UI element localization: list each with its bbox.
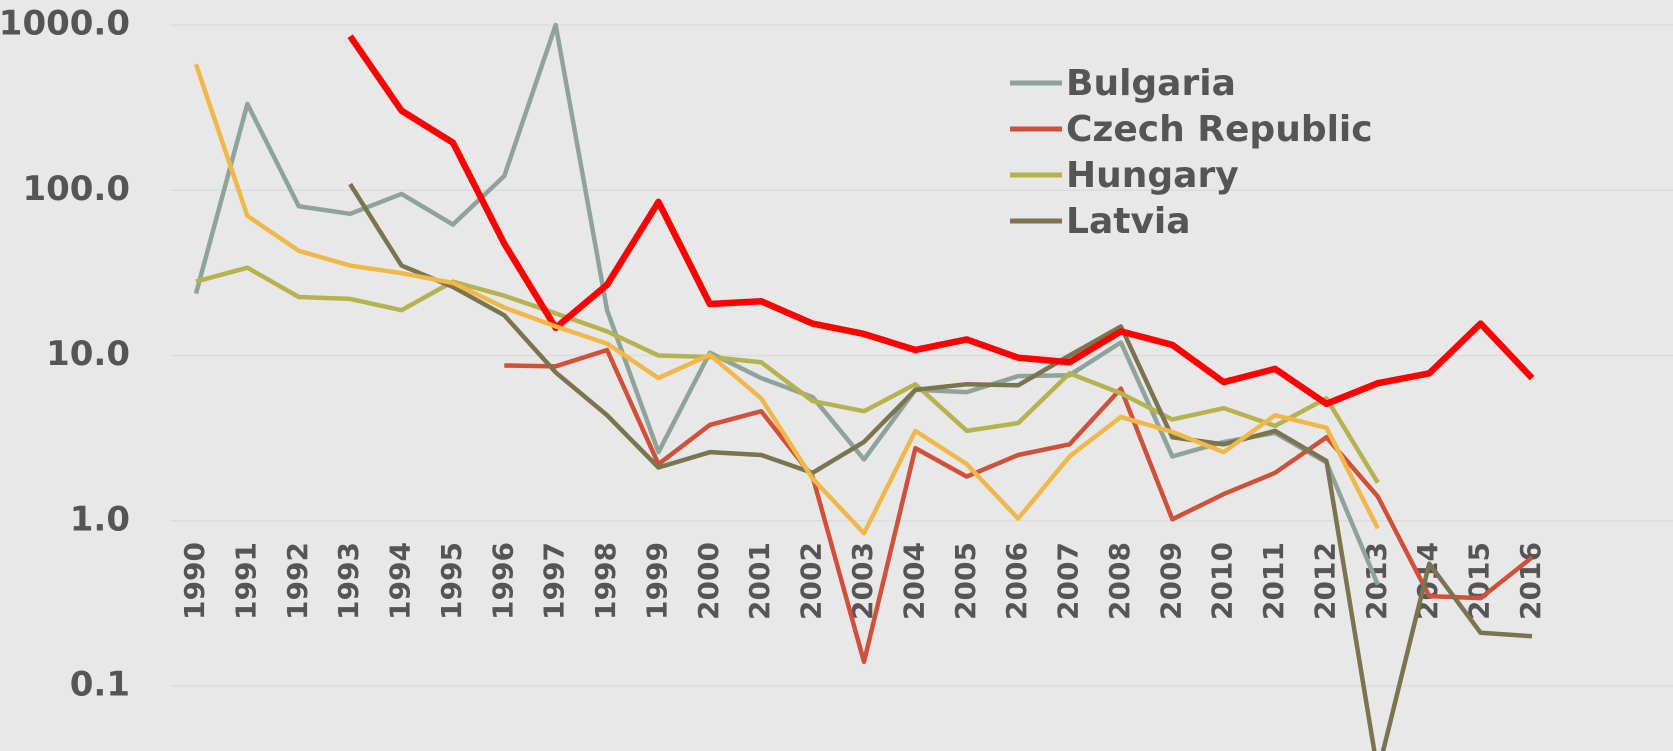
lines [193,22,1535,751]
x-tick-label: 1998 [589,542,622,620]
legend-label: Czech Republic [1066,109,1373,150]
x-tick-label: 1996 [486,542,519,620]
x-tick-label: 1999 [640,542,673,620]
x-tick-label: 2015 [1463,542,1496,620]
series-line [348,182,1533,751]
grid [170,24,1673,687]
x-tick-label: 1997 [538,542,571,620]
series-line [195,265,1380,484]
legend-label: Bulgaria [1066,63,1236,104]
x-tick-label: 2002 [795,542,828,620]
x-tick-label: 2007 [1052,542,1085,620]
x-tick-label: 2003 [846,542,879,620]
legend: Bulgaria Czech Republic Hungary Latvia [1010,63,1373,242]
x-tick-label: 2006 [1000,542,1033,620]
x-tick-label: 1991 [229,542,262,620]
x-tick-label: 2012 [1308,542,1341,620]
series-line [504,347,1534,665]
x-tick-label: 1990 [178,542,211,620]
x-tick-label: 1992 [281,542,314,620]
x-tick-label: 2004 [897,542,930,620]
y-tick-label: 1.0 [70,499,130,539]
y-tick-label: 10.0 [46,334,130,374]
y-tick-label: 0.1 [70,665,130,705]
series-line [347,34,1535,408]
y-tick-label: 1000.0 [0,4,130,44]
series-line [193,63,1380,536]
x-tick-label: 2000 [692,542,725,620]
labels: 0.1 1.0 10.0 100.0 1000.0 1990 1991 1992 1993 199… [0,4,1547,705]
x-tick-label: 2011 [1257,542,1290,620]
y-tick-label: 100.0 [22,169,130,209]
series-line [193,22,1380,586]
x-tick-label: 1993 [332,542,365,620]
x-tick-label: 2005 [949,542,982,620]
x-tick-label: 2008 [1103,542,1136,620]
x-tick-label: 2001 [743,542,776,620]
x-tick-label: 1995 [435,542,468,620]
x-tick-label: 2009 [1154,542,1187,620]
x-tick-label: 1994 [384,542,417,620]
x-tick-label: 2016 [1514,542,1547,620]
legend-label: Hungary [1066,155,1239,196]
x-tick-label: 2010 [1206,542,1239,620]
legend-label: Latvia [1066,201,1191,242]
